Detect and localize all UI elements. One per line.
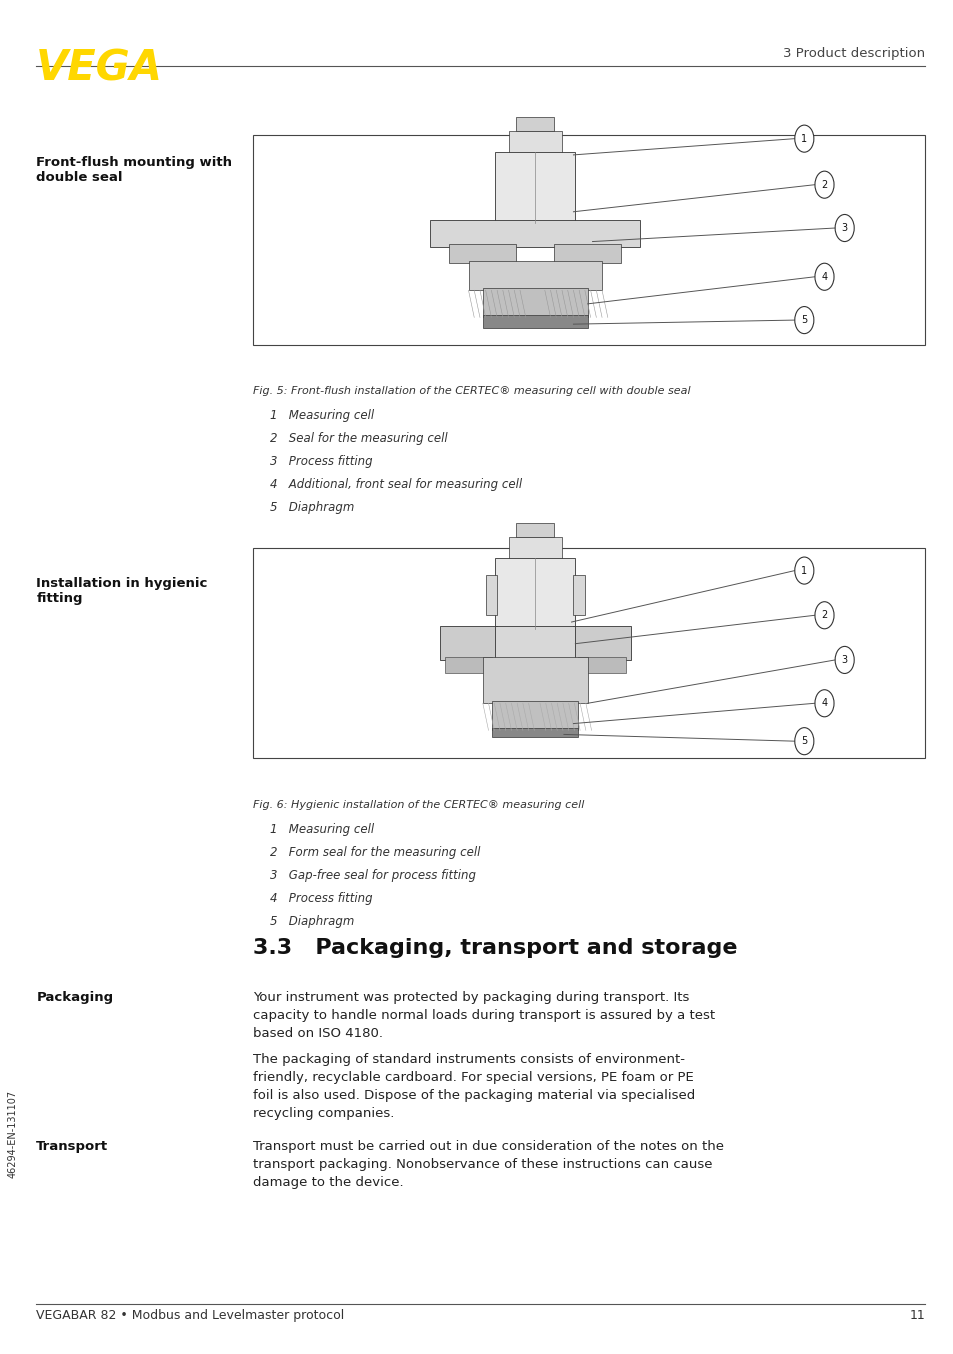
Text: 4   Process fitting: 4 Process fitting [270,892,373,906]
Text: 1   Measuring cell: 1 Measuring cell [270,409,374,422]
Text: 4: 4 [821,699,826,708]
Bar [439,626,497,659]
Text: 11: 11 [908,1309,924,1323]
Bar [253,135,924,345]
Bar [449,244,516,263]
Text: Transport must be carried out in due consideration of the notes on the
transport: Transport must be carried out in due con… [253,1140,723,1189]
Text: 2   Seal for the measuring cell: 2 Seal for the measuring cell [270,432,447,445]
Bar [554,244,620,263]
Text: 5: 5 [801,315,806,325]
Bar [468,260,601,290]
Bar [482,314,587,328]
Text: Transport: Transport [36,1140,109,1154]
Bar [485,574,497,615]
Bar [573,574,584,615]
Text: The packaging of standard instruments consists of environment-
friendly, recycla: The packaging of standard instruments co… [253,1053,695,1120]
Text: 5: 5 [801,737,806,746]
Bar [482,287,587,317]
Text: 3   Gap-free seal for process fitting: 3 Gap-free seal for process fitting [270,869,476,883]
Text: Fig. 6: Hygienic installation of the CERTEC® measuring cell: Fig. 6: Hygienic installation of the CER… [253,800,583,810]
Bar [492,727,578,737]
Text: 3   Process fitting: 3 Process fitting [270,455,373,468]
Bar [573,626,630,659]
Text: 46294-EN-131107: 46294-EN-131107 [8,1090,17,1178]
Text: 3: 3 [841,655,847,665]
Text: VEGA: VEGA [36,47,163,89]
Circle shape [814,171,833,198]
Circle shape [814,689,833,716]
Bar [516,116,554,130]
Circle shape [794,306,813,333]
Text: Fig. 5: Front-flush installation of the CERTEC® measuring cell with double seal: Fig. 5: Front-flush installation of the … [253,386,690,395]
Text: 3 Product description: 3 Product description [782,47,924,61]
Bar [508,536,561,561]
Text: 2: 2 [821,611,827,620]
Circle shape [794,125,813,152]
Bar [444,657,492,673]
Bar [482,657,587,703]
Text: Packaging: Packaging [36,991,113,1005]
Bar [495,558,575,628]
Text: VEGABAR 82 • Modbus and Levelmaster protocol: VEGABAR 82 • Modbus and Levelmaster prot… [36,1309,344,1323]
Text: 1: 1 [801,134,806,144]
Bar [495,626,575,659]
Bar [430,219,639,246]
Bar [495,152,575,222]
Bar [492,700,578,730]
Text: 5   Diaphragm: 5 Diaphragm [270,915,354,929]
Text: Front-flush mounting with
double seal: Front-flush mounting with double seal [36,156,232,184]
Text: 2: 2 [821,180,827,190]
Bar [508,130,561,154]
Bar [516,523,554,536]
Text: 2   Form seal for the measuring cell: 2 Form seal for the measuring cell [270,846,480,860]
Text: 1   Measuring cell: 1 Measuring cell [270,823,374,837]
Text: Your instrument was protected by packaging during transport. Its
capacity to han: Your instrument was protected by packagi… [253,991,714,1040]
Text: 4   Additional, front seal for measuring cell: 4 Additional, front seal for measuring c… [270,478,521,492]
Circle shape [834,214,853,241]
Text: 4: 4 [821,272,826,282]
Text: 3: 3 [841,223,847,233]
Bar [578,657,625,673]
Text: 3.3   Packaging, transport and storage: 3.3 Packaging, transport and storage [253,938,737,959]
Circle shape [794,556,813,584]
Circle shape [814,601,833,628]
Bar [253,548,924,758]
Circle shape [794,727,813,754]
Text: 1: 1 [801,566,806,575]
Text: 5   Diaphragm: 5 Diaphragm [270,501,354,515]
Text: Installation in hygienic
fitting: Installation in hygienic fitting [36,577,208,605]
Circle shape [834,646,853,673]
Circle shape [814,263,833,290]
